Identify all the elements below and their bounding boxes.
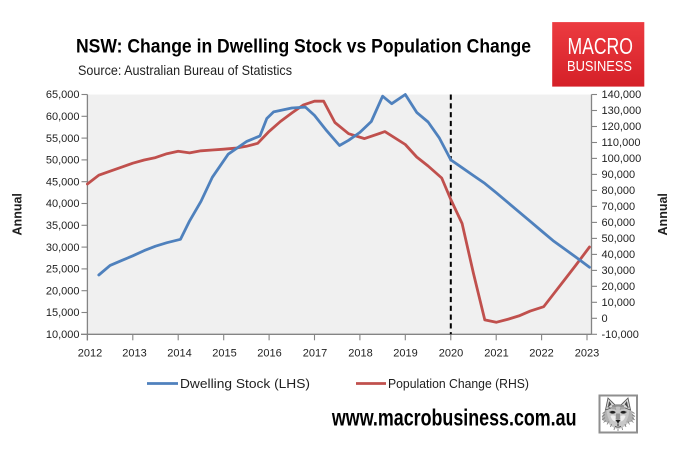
svg-text:30,000: 30,000 — [602, 265, 636, 277]
svg-text:60,000: 60,000 — [46, 111, 80, 123]
svg-text:2012: 2012 — [78, 348, 102, 360]
svg-text:0: 0 — [602, 313, 608, 325]
svg-text:2023: 2023 — [575, 348, 599, 360]
svg-text:2019: 2019 — [393, 348, 417, 360]
svg-text:MACRO: MACRO — [567, 33, 633, 59]
svg-text:NSW: Change in Dwelling Stock: NSW: Change in Dwelling Stock vs Populat… — [76, 37, 531, 58]
svg-text:20,000: 20,000 — [46, 285, 80, 297]
svg-text:15,000: 15,000 — [46, 307, 80, 319]
svg-text:100,000: 100,000 — [602, 153, 642, 165]
svg-text:Source: Australian Bureau of S: Source: Australian Bureau of Statistics — [78, 62, 292, 78]
svg-text:2021: 2021 — [484, 348, 508, 360]
svg-text:30,000: 30,000 — [46, 242, 80, 254]
svg-text:80,000: 80,000 — [602, 185, 636, 197]
svg-text:-10,000: -10,000 — [602, 329, 639, 341]
svg-text:60,000: 60,000 — [602, 217, 636, 229]
svg-text:Annual: Annual — [11, 193, 25, 235]
svg-text:65,000: 65,000 — [46, 89, 80, 101]
svg-text:40,000: 40,000 — [46, 198, 80, 210]
svg-text:55,000: 55,000 — [46, 133, 80, 145]
svg-text:25,000: 25,000 — [46, 264, 80, 276]
svg-text:2022: 2022 — [529, 348, 553, 360]
svg-text:2018: 2018 — [348, 348, 372, 360]
svg-text:90,000: 90,000 — [602, 169, 636, 181]
svg-text:2014: 2014 — [167, 348, 191, 360]
svg-text:70,000: 70,000 — [602, 201, 636, 213]
svg-text:110,000: 110,000 — [602, 137, 641, 149]
svg-text:Annual: Annual — [656, 193, 670, 235]
svg-text:50,000: 50,000 — [602, 233, 636, 245]
svg-text:130,000: 130,000 — [602, 105, 642, 117]
svg-text:10,000: 10,000 — [46, 329, 80, 341]
svg-text:140,000: 140,000 — [602, 89, 642, 101]
svg-text:2020: 2020 — [439, 348, 463, 360]
svg-text:35,000: 35,000 — [46, 220, 80, 232]
svg-text:Population Change (RHS): Population Change (RHS) — [388, 377, 529, 391]
svg-text:2017: 2017 — [303, 348, 327, 360]
svg-text:2016: 2016 — [257, 348, 281, 360]
svg-text:40,000: 40,000 — [602, 249, 636, 261]
svg-text:45,000: 45,000 — [46, 176, 80, 188]
svg-text:10,000: 10,000 — [602, 297, 636, 309]
svg-text:2013: 2013 — [122, 348, 146, 360]
svg-text:BUSINESS: BUSINESS — [567, 59, 632, 75]
svg-text:20,000: 20,000 — [602, 281, 636, 293]
svg-text:www.macrobusiness.com.au: www.macrobusiness.com.au — [331, 405, 576, 431]
svg-text:Dwelling Stock (LHS): Dwelling Stock (LHS) — [180, 377, 310, 391]
svg-text:50,000: 50,000 — [46, 155, 80, 167]
svg-text:120,000: 120,000 — [602, 121, 642, 133]
svg-text:2015: 2015 — [212, 348, 236, 360]
